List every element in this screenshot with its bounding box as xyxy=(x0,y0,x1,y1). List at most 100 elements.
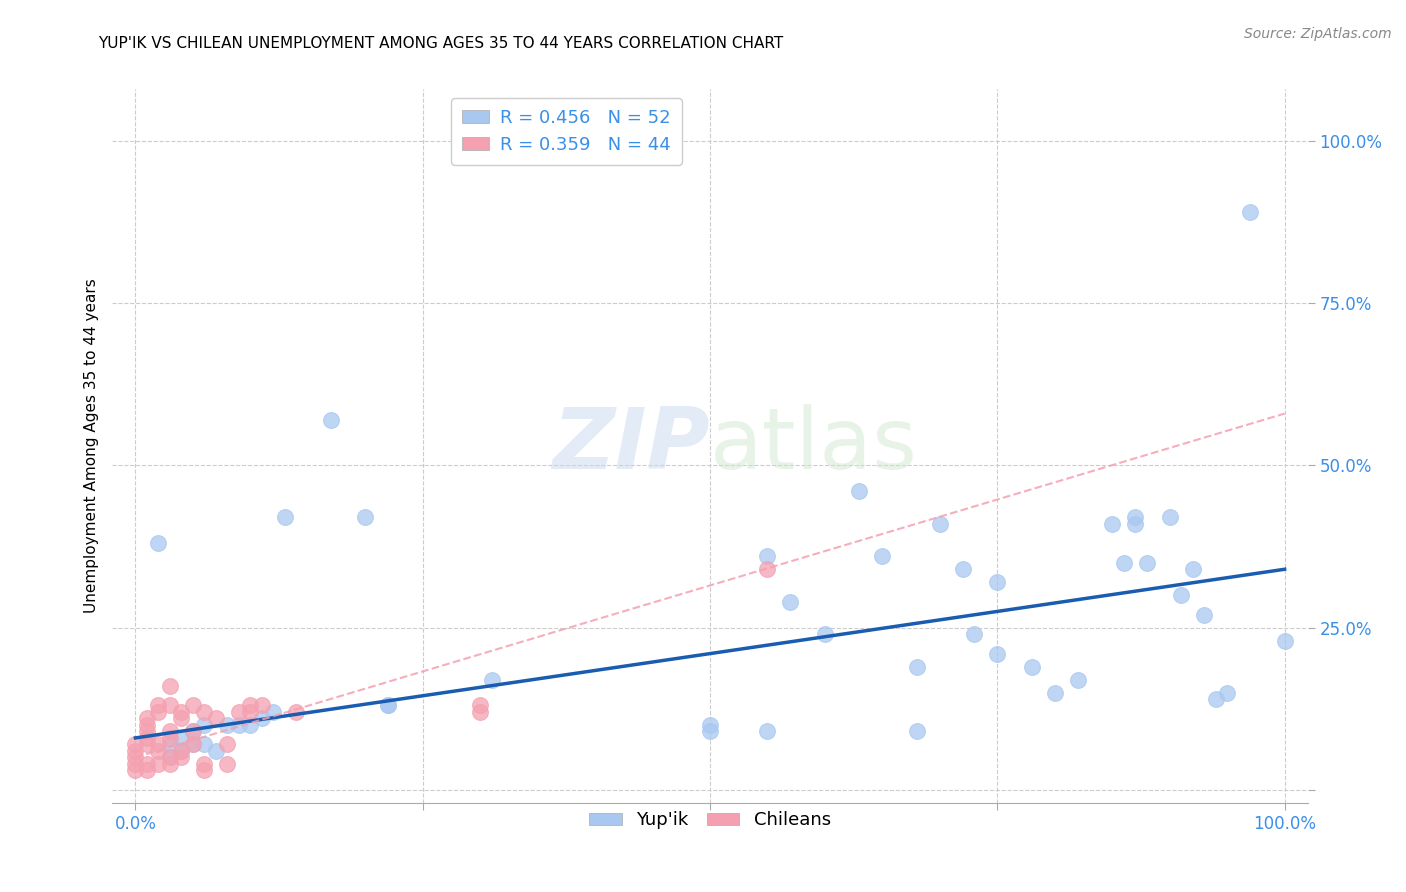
Point xyxy=(1159,510,1181,524)
Text: atlas: atlas xyxy=(710,404,918,488)
Point xyxy=(124,744,146,758)
Point xyxy=(1239,205,1261,219)
Point xyxy=(124,756,146,771)
Point xyxy=(170,711,193,725)
Point xyxy=(262,705,284,719)
Point xyxy=(377,698,399,713)
Point xyxy=(159,724,181,739)
Point xyxy=(1021,659,1043,673)
Point xyxy=(124,750,146,764)
Point xyxy=(217,756,239,771)
Point xyxy=(148,705,170,719)
Point xyxy=(905,659,928,673)
Point xyxy=(228,705,250,719)
Point xyxy=(250,711,273,725)
Point xyxy=(181,724,204,739)
Point xyxy=(1101,516,1123,531)
Point xyxy=(170,744,193,758)
Point xyxy=(319,413,342,427)
Point xyxy=(1123,516,1146,531)
Point xyxy=(481,673,503,687)
Point xyxy=(1112,556,1135,570)
Point xyxy=(699,718,721,732)
Point xyxy=(181,738,204,752)
Point xyxy=(848,484,870,499)
Point xyxy=(148,698,170,713)
Point xyxy=(170,705,193,719)
Point xyxy=(148,536,170,550)
Point xyxy=(170,750,193,764)
Point xyxy=(148,756,170,771)
Point xyxy=(159,756,181,771)
Point xyxy=(136,731,159,745)
Point xyxy=(136,756,159,771)
Point xyxy=(1181,562,1204,576)
Point xyxy=(756,549,779,564)
Point xyxy=(928,516,950,531)
Point xyxy=(756,724,779,739)
Point xyxy=(124,738,146,752)
Text: Source: ZipAtlas.com: Source: ZipAtlas.com xyxy=(1244,27,1392,41)
Point xyxy=(377,698,399,713)
Point xyxy=(193,705,215,719)
Point xyxy=(1216,685,1239,699)
Point xyxy=(181,724,204,739)
Point xyxy=(159,731,181,745)
Point xyxy=(170,744,193,758)
Point xyxy=(274,510,297,524)
Point xyxy=(159,750,181,764)
Point xyxy=(986,647,1008,661)
Point xyxy=(136,718,159,732)
Point xyxy=(1170,588,1192,602)
Point xyxy=(193,764,215,778)
Point xyxy=(1274,633,1296,648)
Point xyxy=(181,738,204,752)
Point xyxy=(986,575,1008,590)
Point xyxy=(136,711,159,725)
Point xyxy=(470,705,492,719)
Text: ZIP: ZIP xyxy=(553,404,710,488)
Point xyxy=(136,738,159,752)
Point xyxy=(136,724,159,739)
Point xyxy=(205,744,228,758)
Point xyxy=(239,718,262,732)
Point xyxy=(354,510,377,524)
Point xyxy=(217,718,239,732)
Point xyxy=(470,698,492,713)
Point xyxy=(193,738,215,752)
Point xyxy=(756,562,779,576)
Point xyxy=(872,549,894,564)
Point xyxy=(1123,510,1146,524)
Point xyxy=(285,705,308,719)
Point xyxy=(124,764,146,778)
Point xyxy=(193,718,215,732)
Point xyxy=(239,705,262,719)
Point xyxy=(181,698,204,713)
Point xyxy=(148,738,170,752)
Point xyxy=(193,756,215,771)
Legend: Yup'ik, Chileans: Yup'ik, Chileans xyxy=(582,805,838,837)
Point xyxy=(159,738,181,752)
Point xyxy=(239,698,262,713)
Point xyxy=(1205,692,1227,706)
Point xyxy=(905,724,928,739)
Text: YUP'IK VS CHILEAN UNEMPLOYMENT AMONG AGES 35 TO 44 YEARS CORRELATION CHART: YUP'IK VS CHILEAN UNEMPLOYMENT AMONG AGE… xyxy=(98,36,783,51)
Point xyxy=(136,764,159,778)
Point xyxy=(205,711,228,725)
Point xyxy=(814,627,837,641)
Point xyxy=(1067,673,1090,687)
Point xyxy=(1136,556,1159,570)
Point xyxy=(159,679,181,693)
Point xyxy=(699,724,721,739)
Point xyxy=(952,562,974,576)
Point xyxy=(159,698,181,713)
Point xyxy=(217,738,239,752)
Point xyxy=(1192,607,1215,622)
Point xyxy=(779,595,801,609)
Point xyxy=(963,627,986,641)
Point xyxy=(1043,685,1066,699)
Point xyxy=(159,750,181,764)
Point xyxy=(250,698,273,713)
Point xyxy=(170,731,193,745)
Y-axis label: Unemployment Among Ages 35 to 44 years: Unemployment Among Ages 35 to 44 years xyxy=(83,278,98,614)
